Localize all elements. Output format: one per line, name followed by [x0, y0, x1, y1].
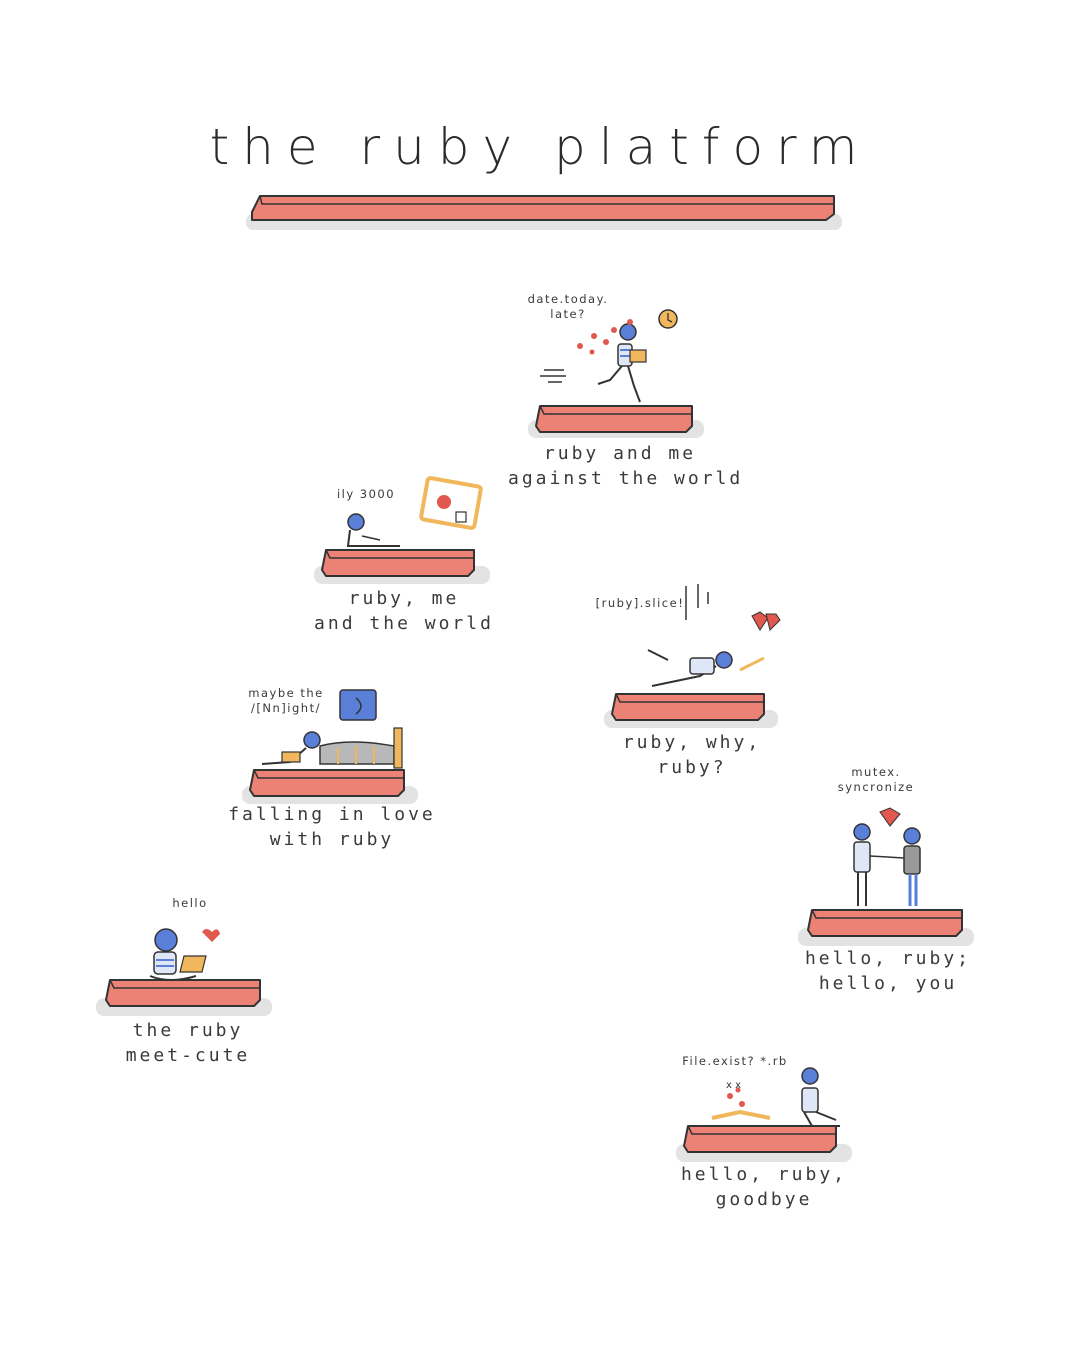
caption-line: meet-cute	[125, 1045, 251, 1066]
caption-line: falling in love	[228, 804, 436, 825]
caption-line: the ruby	[132, 1020, 244, 1041]
caption-ruby-why: ruby, why, ruby?	[592, 730, 792, 780]
scene-goodbye: x x	[676, 1067, 852, 1162]
note-line: maybe the	[248, 686, 324, 700]
caption-line: hello, you	[818, 973, 958, 994]
caption-line: against the world	[508, 468, 744, 489]
note-line: syncronize	[837, 780, 915, 794]
caption-line: ruby, why,	[622, 732, 762, 753]
note-ruby-me-world: ily 3000	[326, 487, 406, 502]
caption-line: ruby, me	[348, 588, 460, 609]
caption-line: ruby and me	[543, 443, 697, 464]
note-goodbye: File.exist? *.rb	[670, 1054, 800, 1069]
caption-goodbye: hello, ruby, goodbye	[664, 1162, 864, 1212]
caption-hello-you: hello, ruby; hello, you	[788, 946, 988, 996]
note-line: File.exist? *.rb	[682, 1054, 788, 1068]
caption-line: hello, ruby,	[680, 1164, 848, 1185]
note-line: date.today.	[527, 292, 609, 306]
caption-line: with ruby	[269, 829, 395, 850]
scene-against-the-world	[528, 309, 704, 438]
caption-line: and the world	[314, 613, 494, 634]
page-title: the ruby platform	[209, 118, 871, 176]
note-hello-you: mutex. syncronize	[826, 765, 926, 795]
note-falling-in-love: maybe the /[Nn]ight/	[238, 686, 334, 716]
note-line: /[Nn]ight/	[251, 701, 321, 715]
caption-against-the-world: ruby and me against the world	[508, 441, 744, 491]
note-meet-cute: hello	[150, 896, 230, 911]
caption-falling-in-love: falling in love with ruby	[222, 802, 442, 852]
title-platform	[246, 195, 842, 230]
caption-line: goodbye	[715, 1189, 813, 1210]
note-against-the-world: date.today. late?	[516, 292, 620, 322]
note-ruby-why: [ruby].slice!	[592, 596, 688, 611]
note-line: ily 3000	[336, 487, 396, 501]
scene-meet-cute	[96, 928, 272, 1016]
caption-line: ruby?	[657, 757, 727, 778]
caption-meet-cute: the ruby meet-cute	[88, 1018, 288, 1068]
scene-falling-in-love	[242, 689, 418, 804]
note-line: [ruby].slice!	[595, 596, 685, 610]
scene-hello-you	[798, 807, 974, 946]
note-line: late?	[550, 307, 586, 321]
scene-ruby-why	[604, 584, 781, 728]
caption-line: hello, ruby;	[804, 948, 972, 969]
note-line: mutex.	[851, 765, 901, 779]
caption-ruby-me-world: ruby, me and the world	[294, 586, 514, 636]
svg-text:x x: x x	[726, 1080, 741, 1091]
scene-ruby-me-world	[314, 476, 490, 584]
note-line: hello	[172, 896, 208, 910]
